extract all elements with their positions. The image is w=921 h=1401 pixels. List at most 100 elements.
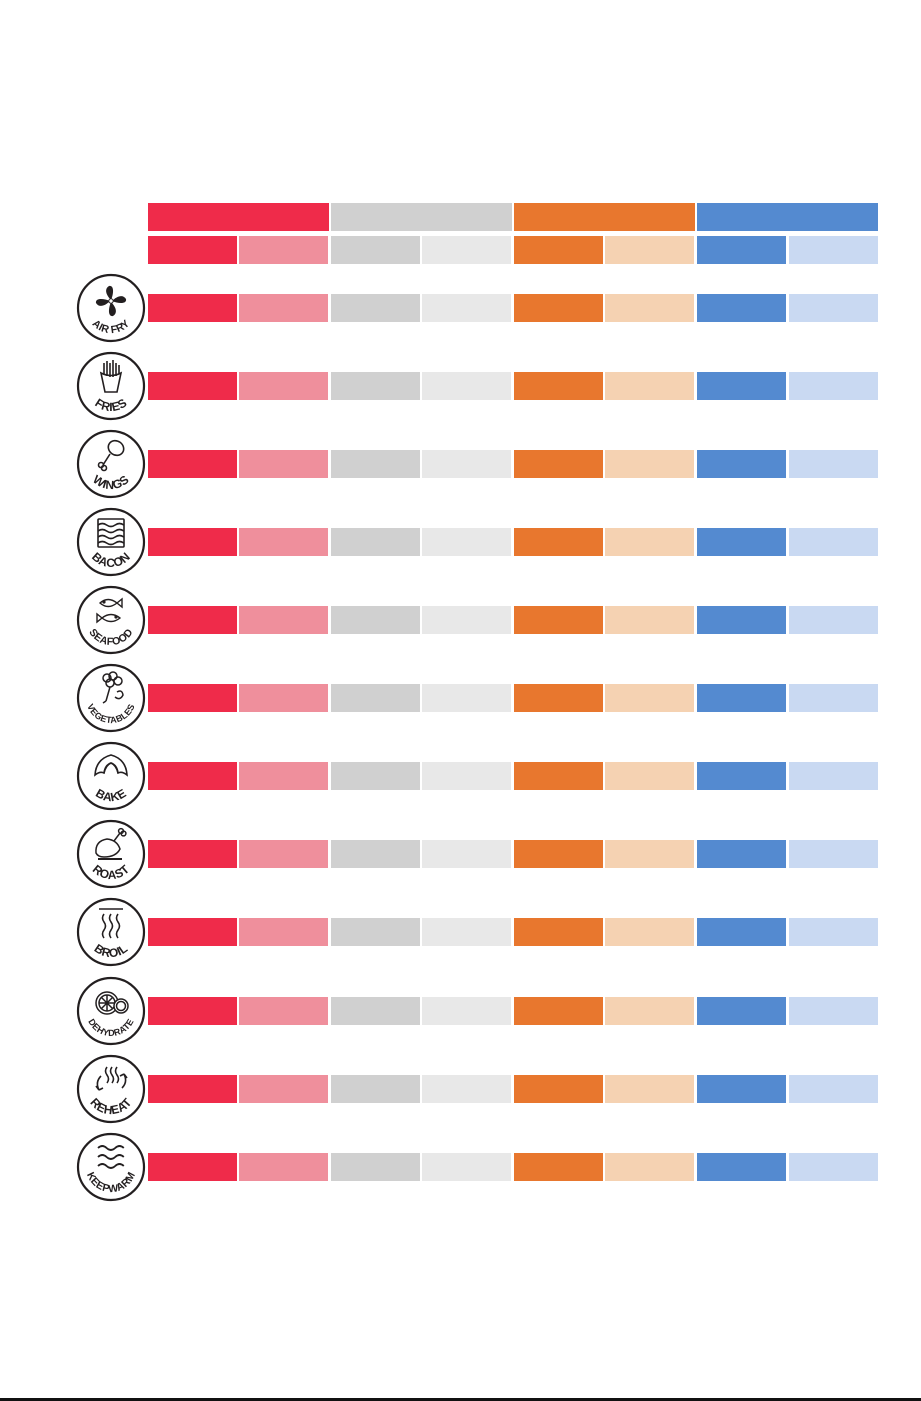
table-cell-blue-primary: [697, 997, 786, 1025]
table-cell-orange-primary: [514, 684, 603, 712]
group-header-blue: [697, 203, 878, 231]
table-cell-orange-secondary: [605, 294, 694, 322]
table-cell-red-primary: [148, 997, 237, 1025]
table-cell-orange-primary: [514, 528, 603, 556]
table-cell-orange-primary: [514, 1075, 603, 1103]
table-cell-red-primary: [148, 840, 237, 868]
table-cell-gray-primary: [331, 918, 420, 946]
table-cell-gray-secondary: [422, 840, 511, 868]
warm-waves-icon: KEEPWARM: [76, 1132, 146, 1202]
group-header-orange: [514, 203, 695, 231]
table-cell-red-secondary: [239, 1075, 328, 1103]
table-cell-blue-primary: [697, 294, 786, 322]
fries-icon: FRIES: [76, 351, 146, 421]
table-cell-red-primary: [148, 1153, 237, 1181]
svg-text:BROIL: BROIL: [92, 941, 131, 960]
table-cell-orange-primary: [514, 762, 603, 790]
table-cell-gray-primary: [331, 762, 420, 790]
sub-header-blue-secondary: [789, 236, 878, 264]
sub-header-gray-primary: [331, 236, 420, 264]
table-cell-blue-secondary: [789, 606, 878, 634]
sub-header-blue-primary: [697, 236, 786, 264]
table-cell-orange-secondary: [605, 1153, 694, 1181]
table-cell-gray-secondary: [422, 372, 511, 400]
table-cell-gray-primary: [331, 294, 420, 322]
table-cell-blue-secondary: [789, 294, 878, 322]
table-cell-blue-primary: [697, 606, 786, 634]
svg-text:REHEAT: REHEAT: [87, 1095, 134, 1117]
table-cell-red-secondary: [239, 606, 328, 634]
table-cell-blue-secondary: [789, 372, 878, 400]
table-cell-orange-primary: [514, 918, 603, 946]
table-cell-gray-secondary: [422, 997, 511, 1025]
table-cell-orange-secondary: [605, 528, 694, 556]
group-header-red: [148, 203, 329, 231]
page-bottom-border: [0, 1398, 921, 1401]
function-label: REHEAT: [87, 1095, 134, 1117]
function-label: BAKE: [93, 786, 128, 804]
function-label: ROAST: [90, 862, 133, 882]
table-cell-orange-secondary: [605, 762, 694, 790]
table-cell-orange-secondary: [605, 1075, 694, 1103]
table-cell-gray-primary: [331, 372, 420, 400]
table-cell-red-secondary: [239, 840, 328, 868]
table-cell-orange-secondary: [605, 997, 694, 1025]
svg-text:ROAST: ROAST: [90, 862, 133, 882]
bacon-icon: BACON: [76, 507, 146, 577]
table-cell-orange-primary: [514, 372, 603, 400]
table-cell-red-primary: [148, 1075, 237, 1103]
drumstick-icon: WINGS: [76, 429, 146, 499]
function-label: WINGS: [90, 472, 131, 492]
sub-header-orange-primary: [514, 236, 603, 264]
function-label: BACON: [89, 549, 133, 570]
table-cell-red-primary: [148, 450, 237, 478]
table-cell-gray-secondary: [422, 606, 511, 634]
table-cell-gray-primary: [331, 1153, 420, 1181]
svg-text:FRIES: FRIES: [93, 396, 130, 415]
fish-icon: SEAFOOD: [76, 585, 146, 655]
table-cell-blue-secondary: [789, 918, 878, 946]
table-cell-blue-primary: [697, 684, 786, 712]
table-cell-blue-secondary: [789, 528, 878, 556]
svg-text:WINGS: WINGS: [90, 472, 131, 492]
table-cell-orange-primary: [514, 450, 603, 478]
table-cell-gray-primary: [331, 684, 420, 712]
table-cell-orange-primary: [514, 997, 603, 1025]
table-cell-orange-primary: [514, 1153, 603, 1181]
table-cell-gray-secondary: [422, 1153, 511, 1181]
fan-icon: AIR FRY: [76, 273, 146, 343]
vegetables-icon: VEGETABLES: [76, 663, 146, 733]
table-cell-red-secondary: [239, 684, 328, 712]
roast-chicken-icon: ROAST: [76, 819, 146, 889]
table-cell-blue-secondary: [789, 1153, 878, 1181]
table-cell-red-primary: [148, 528, 237, 556]
table-cell-orange-primary: [514, 294, 603, 322]
table-cell-gray-secondary: [422, 1075, 511, 1103]
croissant-icon: BAKE: [76, 741, 146, 811]
table-cell-gray-primary: [331, 1075, 420, 1103]
table-cell-gray-primary: [331, 450, 420, 478]
function-label: FRIES: [93, 396, 130, 415]
table-cell-orange-secondary: [605, 840, 694, 868]
table-cell-blue-secondary: [789, 997, 878, 1025]
svg-text:BAKE: BAKE: [93, 786, 129, 804]
table-cell-red-primary: [148, 606, 237, 634]
table-cell-blue-secondary: [789, 450, 878, 478]
table-cell-red-primary: [148, 918, 237, 946]
table-cell-gray-primary: [331, 840, 420, 868]
table-cell-red-secondary: [239, 1153, 328, 1181]
table-cell-blue-primary: [697, 840, 786, 868]
svg-text:BACON: BACON: [89, 549, 133, 570]
sub-header-gray-secondary: [422, 236, 511, 264]
heat-waves-icon: BROIL: [76, 897, 146, 967]
sub-header-red-secondary: [239, 236, 328, 264]
table-cell-blue-primary: [697, 918, 786, 946]
table-cell-red-primary: [148, 684, 237, 712]
table-cell-gray-secondary: [422, 918, 511, 946]
table-cell-red-secondary: [239, 762, 328, 790]
table-cell-blue-secondary: [789, 762, 878, 790]
table-cell-gray-secondary: [422, 762, 511, 790]
table-cell-red-secondary: [239, 372, 328, 400]
reheat-arrows-icon: REHEAT: [76, 1054, 146, 1124]
table-cell-blue-secondary: [789, 840, 878, 868]
